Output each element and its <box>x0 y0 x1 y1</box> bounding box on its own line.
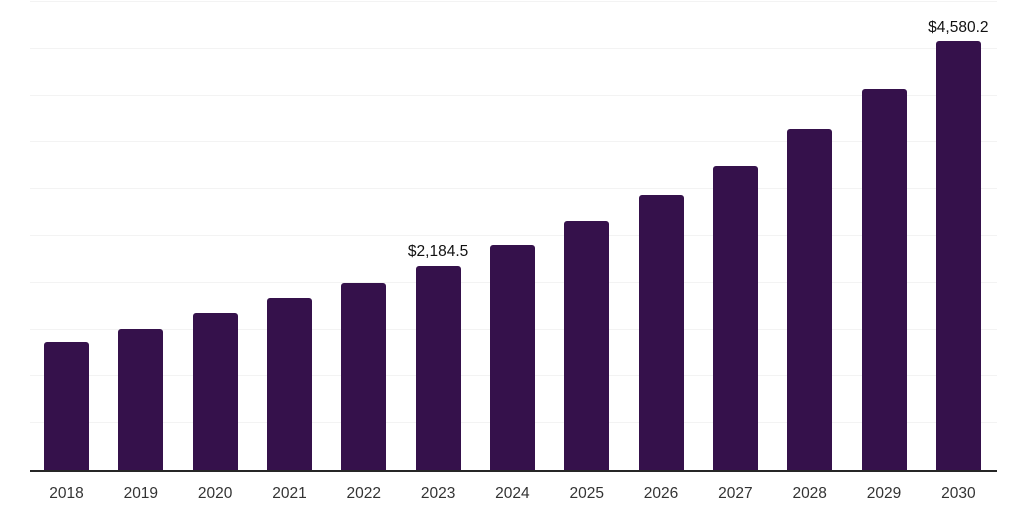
x-tick-2024: 2024 <box>495 485 530 502</box>
x-tick-2025: 2025 <box>569 485 604 502</box>
bar-2025 <box>564 221 610 470</box>
value-label-2030: $4,580.2 <box>928 18 989 36</box>
gridline-3500 <box>30 141 997 143</box>
gridline-3000 <box>30 188 997 190</box>
x-axis-line <box>30 470 997 472</box>
bar-2021 <box>266 297 312 470</box>
bar-2022 <box>341 282 387 470</box>
x-tick-2030: 2030 <box>941 485 976 502</box>
bar-2027 <box>712 166 758 470</box>
bar-2029 <box>861 88 907 470</box>
bar-2018 <box>44 342 89 470</box>
bar-2019 <box>118 328 164 470</box>
x-tick-2018: 2018 <box>49 485 84 502</box>
x-tick-2019: 2019 <box>123 485 159 502</box>
x-tick-2022: 2022 <box>346 485 382 502</box>
x-tick-2028: 2028 <box>792 485 827 502</box>
plot-area: $2,184.5 $4,580.2 <box>30 1 997 470</box>
x-tick-2023: 2023 <box>420 485 456 502</box>
value-label-2023: $2,184.5 <box>407 243 469 261</box>
gridline-2500 <box>30 235 997 236</box>
bar-2023 <box>415 265 461 470</box>
x-axis-tick-labels: 2018 2019 2020 2021 2022 2023 2024 2025 2026 2027… <box>30 486 997 506</box>
x-tick-2026: 2026 <box>643 485 679 502</box>
x-tick-2021: 2021 <box>272 485 307 502</box>
bar-2026 <box>638 195 684 470</box>
x-tick-2020: 2020 <box>197 485 233 502</box>
x-tick-2029: 2029 <box>866 485 902 502</box>
gridline-5000 <box>30 1 997 2</box>
bar-2030 <box>935 41 981 470</box>
bar-2020 <box>192 313 238 470</box>
gridline-4000 <box>30 94 997 96</box>
bar-2024 <box>489 245 535 470</box>
bar-2028 <box>787 129 833 470</box>
x-tick-2027: 2027 <box>718 485 753 502</box>
gridline-4500 <box>30 47 997 49</box>
